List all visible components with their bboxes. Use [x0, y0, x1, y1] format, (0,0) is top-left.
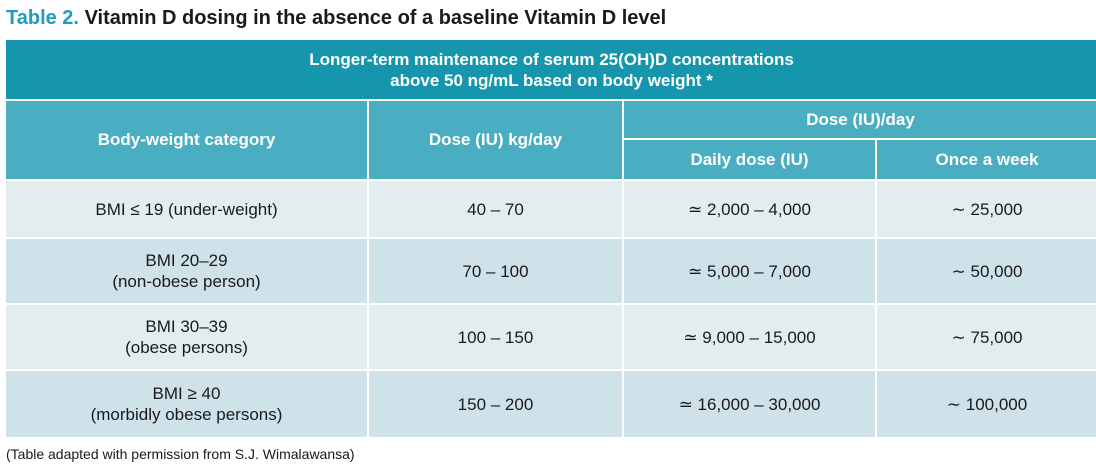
body-weight-category-cell: BMI 30–39 (obese persons): [6, 303, 369, 371]
daily-dose-cell: ≃ 5,000 – 7,000: [622, 237, 877, 305]
category-line-1: BMI ≥ 40: [152, 384, 221, 403]
category-line-2: (non-obese person): [112, 272, 261, 291]
table-row: BMI 20–29 (non-obese person) 70 – 100 ≃ …: [6, 237, 1096, 305]
table-row: BMI ≥ 40 (morbidly obese persons) 150 – …: [6, 369, 1096, 439]
header-dose-per-kg: Dose (IU) kg/day: [367, 100, 624, 181]
body-weight-category-cell: BMI ≥ 40 (morbidly obese persons): [6, 369, 369, 439]
dose-per-kg-cell: 100 – 150: [367, 303, 624, 371]
dose-per-kg-cell: 70 – 100: [367, 237, 624, 305]
table-row: BMI 30–39 (obese persons) 100 – 150 ≃ 9,…: [6, 303, 1096, 371]
table-row: BMI ≤ 19 (under-weight) 40 – 70 ≃ 2,000 …: [6, 179, 1096, 239]
dose-per-kg-cell: 40 – 70: [367, 179, 624, 239]
weekly-dose-cell: ∼ 50,000: [874, 237, 1096, 305]
header-once-a-week: Once a week: [874, 139, 1096, 181]
table-banner: Longer-term maintenance of serum 25(OH)D…: [6, 40, 1096, 101]
header-body-weight-category: Body-weight category: [6, 100, 369, 181]
weekly-dose-cell: ∼ 75,000: [874, 303, 1096, 371]
category-line-1: BMI 30–39: [145, 317, 228, 336]
category-line-1: BMI ≤ 19 (under-weight): [95, 199, 278, 219]
banner-line-2: above 50 ng/mL based on body weight *: [390, 70, 713, 90]
weekly-dose-cell: ∼ 100,000: [874, 369, 1096, 439]
daily-dose-cell: ≃ 16,000 – 30,000: [622, 369, 877, 439]
weekly-dose-cell: ∼ 25,000: [874, 179, 1096, 239]
body-weight-category-cell: BMI 20–29 (non-obese person): [6, 237, 369, 305]
body-weight-category-cell: BMI ≤ 19 (under-weight): [6, 179, 369, 239]
table-footnote: (Table adapted with permission from S.J.…: [6, 446, 355, 462]
banner-line-1: Longer-term maintenance of serum 25(OH)D…: [309, 49, 794, 69]
daily-dose-cell: ≃ 2,000 – 4,000: [622, 179, 877, 239]
vitamin-d-dosing-table: Longer-term maintenance of serum 25(OH)D…: [6, 40, 1096, 439]
category-line-2: (obese persons): [125, 338, 248, 357]
header-daily-dose: Daily dose (IU): [622, 139, 877, 181]
table-number-label: Table 2.: [6, 7, 79, 29]
table-title: Table 2. Vitamin D dosing in the absence…: [6, 6, 666, 30]
category-line-1: BMI 20–29: [145, 251, 228, 270]
category-line-2: (morbidly obese persons): [90, 405, 283, 424]
table-title-text: Vitamin D dosing in the absence of a bas…: [84, 7, 667, 29]
dose-per-kg-cell: 150 – 200: [367, 369, 624, 439]
header-dose-per-day: Dose (IU)/day: [621, 100, 1096, 140]
daily-dose-cell: ≃ 9,000 – 15,000: [622, 303, 877, 371]
